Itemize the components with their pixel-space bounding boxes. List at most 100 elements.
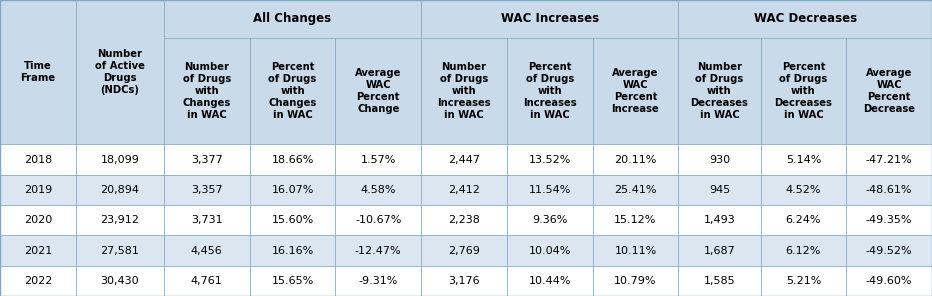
Bar [507,175,593,205]
Text: 1,687: 1,687 [704,246,735,255]
Bar [164,175,250,205]
Bar [761,175,846,205]
Text: 4,456: 4,456 [191,246,223,255]
Text: 5.14%: 5.14% [786,155,821,165]
Bar [164,38,250,144]
Text: 25.41%: 25.41% [614,185,657,195]
Text: -48.61%: -48.61% [866,185,912,195]
Text: Average
WAC
Percent
Increase: Average WAC Percent Increase [611,68,659,114]
Text: Number
of Drugs
with
Decreases
in WAC: Number of Drugs with Decreases in WAC [691,62,748,120]
Text: 4.58%: 4.58% [361,185,396,195]
Text: 20.11%: 20.11% [614,155,657,165]
Text: 18,099: 18,099 [101,155,139,165]
Text: 2,238: 2,238 [448,215,480,225]
Text: 13.52%: 13.52% [528,155,571,165]
Text: Percent
of Drugs
with
Changes
in WAC: Percent of Drugs with Changes in WAC [268,62,317,120]
Text: WAC Decreases: WAC Decreases [754,12,857,25]
Text: 15.65%: 15.65% [271,276,314,286]
Bar [421,235,507,266]
Bar [336,175,421,205]
Bar [0,0,75,144]
Text: 1,585: 1,585 [704,276,735,286]
Bar [678,266,761,296]
Bar [761,38,846,144]
Text: 4.52%: 4.52% [786,185,821,195]
Bar [507,38,593,144]
Text: Number
of Active
Drugs
(NDCs): Number of Active Drugs (NDCs) [95,49,144,95]
Bar [761,144,846,175]
Text: 23,912: 23,912 [101,215,139,225]
Bar [164,235,250,266]
Text: Number
of Drugs
with
Increases
in WAC: Number of Drugs with Increases in WAC [437,62,491,120]
Text: All Changes: All Changes [254,12,332,25]
Text: 2021: 2021 [23,246,52,255]
Text: Number
of Drugs
with
Changes
in WAC: Number of Drugs with Changes in WAC [183,62,231,120]
Text: -49.52%: -49.52% [866,246,912,255]
Bar [678,144,761,175]
Text: 10.44%: 10.44% [528,276,571,286]
Bar [507,266,593,296]
Bar [336,144,421,175]
Bar [421,175,507,205]
Bar [0,235,75,266]
Bar [0,144,75,175]
Bar [507,144,593,175]
Bar [250,266,336,296]
Text: -12.47%: -12.47% [355,246,402,255]
Bar [75,205,164,235]
Text: Percent
of Drugs
with
Decreases
in WAC: Percent of Drugs with Decreases in WAC [774,62,832,120]
Text: -10.67%: -10.67% [355,215,402,225]
Bar [761,235,846,266]
Text: 2,412: 2,412 [448,185,480,195]
Text: 18.66%: 18.66% [271,155,314,165]
Text: 10.79%: 10.79% [614,276,657,286]
Bar [678,175,761,205]
Bar [761,266,846,296]
Text: 20,894: 20,894 [101,185,139,195]
Text: 10.11%: 10.11% [614,246,656,255]
Text: Average
WAC
Percent
Change: Average WAC Percent Change [355,68,402,114]
Text: 6.24%: 6.24% [786,215,821,225]
Text: 10.04%: 10.04% [528,246,571,255]
Text: 5.21%: 5.21% [786,276,821,286]
Text: 2,447: 2,447 [448,155,480,165]
Bar [75,175,164,205]
Bar [336,235,421,266]
Bar [593,205,678,235]
Bar [250,175,336,205]
Bar [678,38,761,144]
Bar [250,38,336,144]
Text: 1.57%: 1.57% [361,155,396,165]
Bar [593,266,678,296]
Bar [846,266,932,296]
Text: 2,769: 2,769 [448,246,480,255]
Text: 27,581: 27,581 [101,246,139,255]
Text: 1,493: 1,493 [704,215,735,225]
Bar [846,175,932,205]
Bar [678,205,761,235]
Bar [678,235,761,266]
Text: 15.12%: 15.12% [614,215,657,225]
Bar [678,0,932,38]
Bar [421,38,507,144]
Text: 2020: 2020 [23,215,52,225]
Bar [593,175,678,205]
Bar [846,144,932,175]
Bar [164,144,250,175]
Bar [164,0,421,38]
Text: 930: 930 [709,155,730,165]
Bar [507,235,593,266]
Bar [250,144,336,175]
Text: 6.12%: 6.12% [786,246,821,255]
Bar [75,0,164,144]
Text: 3,357: 3,357 [191,185,223,195]
Text: -49.35%: -49.35% [866,215,912,225]
Text: Average
WAC
Percent
Decrease: Average WAC Percent Decrease [863,68,915,114]
Bar [250,205,336,235]
Bar [250,235,336,266]
Text: 9.36%: 9.36% [532,215,568,225]
Text: Time
Frame: Time Frame [21,61,55,83]
Text: 30,430: 30,430 [101,276,139,286]
Text: 2022: 2022 [23,276,52,286]
Text: 2019: 2019 [23,185,52,195]
